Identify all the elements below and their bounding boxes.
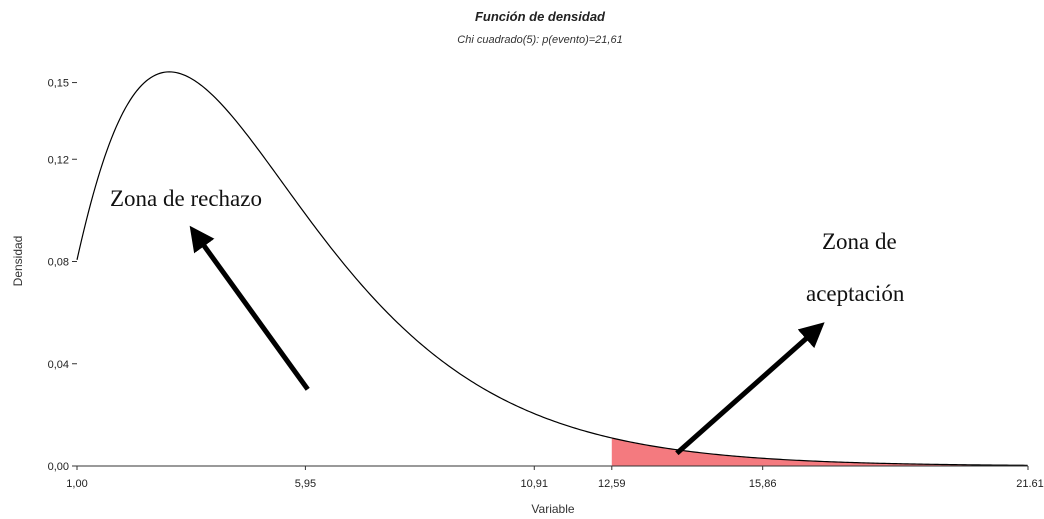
annotation-rechazo: Zona de rechazo xyxy=(110,186,262,211)
x-tick-label: 10,91 xyxy=(521,478,549,490)
y-tick-label: 0,08 xyxy=(48,257,69,269)
x-tick-label: 12,59 xyxy=(598,478,626,490)
chart-title: Función de densidad xyxy=(475,9,606,24)
shaded-region xyxy=(611,437,991,466)
x-tick-label: 5,95 xyxy=(295,478,316,490)
annotation-aceptacion: aceptación xyxy=(806,281,905,306)
density-curve xyxy=(76,71,1028,466)
plot-area: 0,00 0,04 0,08 0,12 0,15 1,00 5,95 10,91 12,59 15… xyxy=(48,71,1044,490)
y-tick-label: 0,00 xyxy=(48,461,69,473)
x-axis-label: Variable xyxy=(531,502,574,516)
annotation-arrow xyxy=(675,322,825,456)
x-tick-label: 21.61 xyxy=(1016,478,1044,490)
annotation-arrow xyxy=(189,225,310,391)
y-tick-label: 0,12 xyxy=(48,154,69,166)
y-tick-label: 0,15 xyxy=(48,78,69,90)
x-tick-label: 1,00 xyxy=(66,478,87,490)
y-tick-label: 0,04 xyxy=(48,359,69,371)
annotation-zona-de: Zona de xyxy=(822,229,897,254)
chart-subtitle: Chi cuadrado(5): p(evento)=21,61 xyxy=(457,34,622,46)
x-tick-label: 15,86 xyxy=(749,478,777,490)
y-axis-label: Densidad xyxy=(11,236,25,287)
